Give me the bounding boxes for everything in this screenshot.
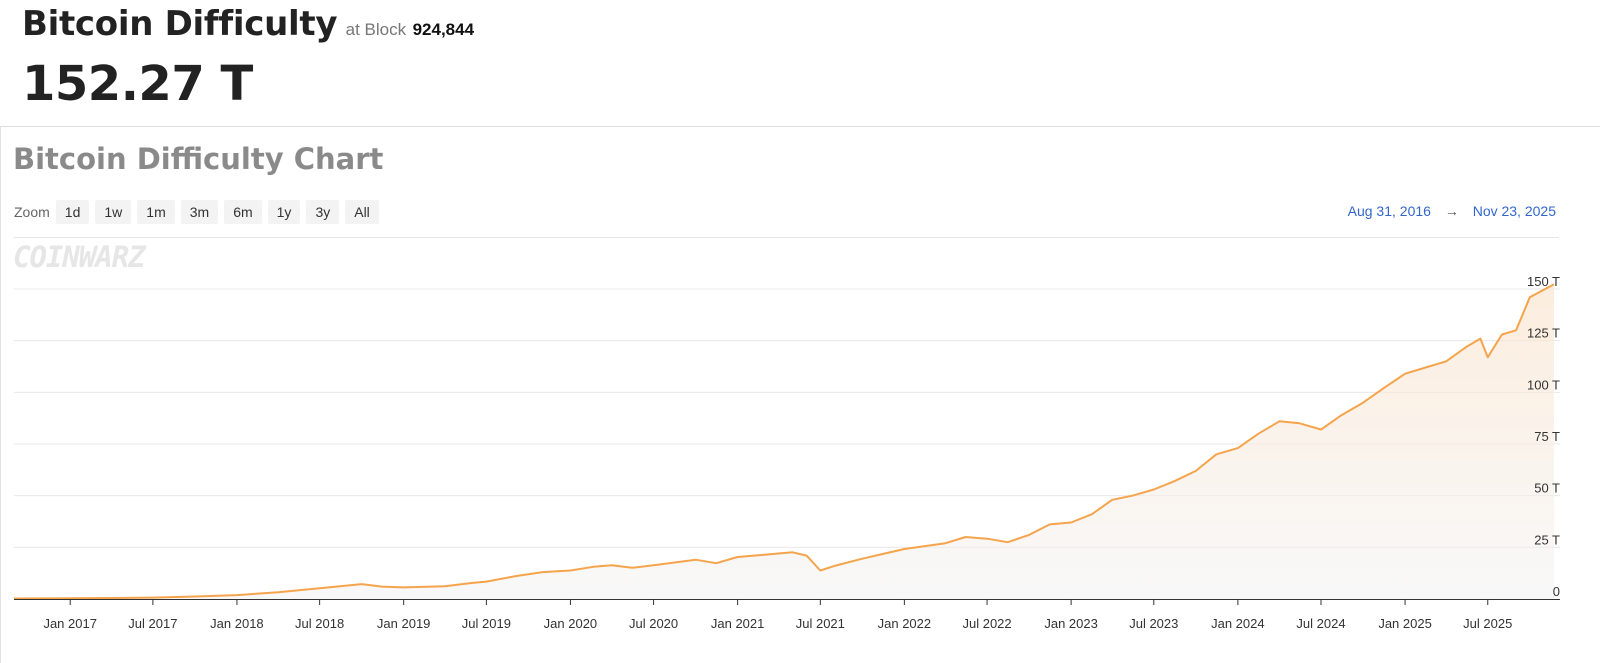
x-tick-label: Jan 2025 <box>1378 616 1432 631</box>
x-tick-label: Jul 2019 <box>462 616 511 631</box>
y-tick-label: 75 T <box>1534 429 1560 444</box>
header: Bitcoin Difficulty at Block 924,844 152.… <box>0 0 1600 127</box>
x-tick-label: Jul 2021 <box>796 616 845 631</box>
zoom-1d-button[interactable]: 1d <box>55 200 90 224</box>
page-title: Bitcoin Difficulty <box>22 4 338 44</box>
x-tick-label: Jan 2020 <box>544 616 598 631</box>
x-tick-label: Jul 2017 <box>128 616 177 631</box>
chart-top-divider <box>14 237 1559 238</box>
zoom-all-button[interactable]: All <box>345 200 379 224</box>
series-area <box>14 284 1554 599</box>
zoom-1m-button[interactable]: 1m <box>137 200 175 224</box>
y-tick-label: 150 T <box>1527 274 1560 289</box>
range-arrow-icon: → <box>1444 203 1459 219</box>
x-tick-label: Jan 2021 <box>711 616 765 631</box>
x-tick-label: Jul 2022 <box>962 616 1011 631</box>
x-tick-label: Jan 2023 <box>1044 616 1098 631</box>
current-difficulty-value: 152.27 T <box>22 56 253 112</box>
zoom-3y-button[interactable]: 3y <box>306 200 340 224</box>
panel-border <box>0 126 1 663</box>
zoom-controls: Zoom 1d 1w 1m 3m 6m 1y 3y All <box>14 200 385 224</box>
zoom-6m-button[interactable]: 6m <box>224 200 262 224</box>
x-tick-label: Jul 2023 <box>1129 616 1178 631</box>
x-tick-label: Jul 2018 <box>295 616 344 631</box>
x-tick-label: Jul 2025 <box>1463 616 1512 631</box>
y-tick-label: 100 T <box>1527 377 1560 392</box>
y-tick-label: 0 <box>1553 584 1560 599</box>
series-line <box>13 283 1555 600</box>
y-tick-label: 50 T <box>1534 481 1560 496</box>
x-tick-label: Jan 2017 <box>43 616 97 631</box>
x-tick-label: Jan 2019 <box>377 616 431 631</box>
range-start-date[interactable]: Aug 31, 2016 <box>1347 203 1431 219</box>
x-tick-label: Jan 2022 <box>878 616 932 631</box>
at-block-label: at Block <box>345 20 407 39</box>
range-end-date[interactable]: Nov 23, 2025 <box>1472 203 1556 219</box>
y-tick-label: 125 T <box>1527 326 1560 341</box>
zoom-1w-button[interactable]: 1w <box>95 200 132 224</box>
zoom-3m-button[interactable]: 3m <box>180 200 219 224</box>
zoom-label: Zoom <box>14 204 50 220</box>
x-tick-label: Jan 2018 <box>210 616 264 631</box>
x-tick-label: Jul 2020 <box>629 616 678 631</box>
coinwarz-watermark: COINWARZ <box>13 240 146 274</box>
title-row: Bitcoin Difficulty at Block 924,844 <box>22 4 474 44</box>
chart-title: Bitcoin Difficulty Chart <box>13 142 384 176</box>
y-tick-label: 25 T <box>1534 532 1560 547</box>
zoom-1y-button[interactable]: 1y <box>267 200 301 224</box>
x-tick-label: Jan 2024 <box>1211 616 1265 631</box>
x-tick-label: Jul 2024 <box>1296 616 1345 631</box>
block-number: 924,844 <box>412 20 475 39</box>
date-range: Aug 31, 2016 → Nov 23, 2025 <box>1348 203 1556 219</box>
